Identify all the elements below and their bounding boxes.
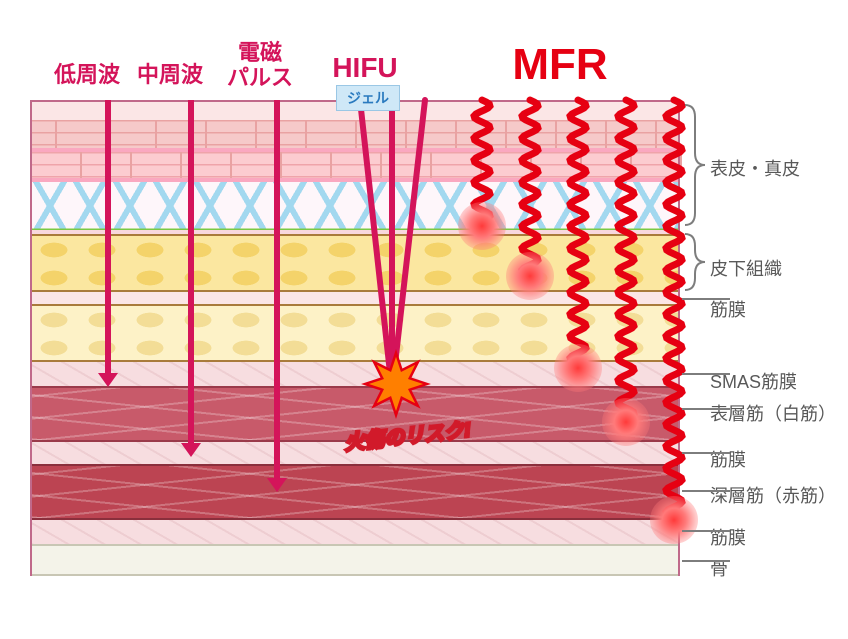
side-line-8 xyxy=(682,560,730,562)
mfr-spiral-3 xyxy=(566,100,590,368)
side-label-7: 筋膜 xyxy=(710,524,746,550)
side-label-8: 骨 xyxy=(710,555,728,581)
side-line-6 xyxy=(682,490,730,492)
side-label-5: 筋膜 xyxy=(710,446,746,472)
header-em2: パルス xyxy=(218,60,302,92)
side-line-3 xyxy=(682,373,730,375)
mfr-spiral-tip-4 xyxy=(602,398,650,446)
header-low: 低周波 xyxy=(52,57,122,89)
header-mfr: MFR xyxy=(485,40,635,90)
mfr-spiral-tip-2 xyxy=(506,252,554,300)
side-label-3: SMAS筋膜 xyxy=(710,368,797,394)
burn-risk-burst xyxy=(365,353,427,415)
side-label-1: 皮下組織 xyxy=(710,255,782,281)
side-label-2: 筋膜 xyxy=(710,296,746,322)
side-line-5 xyxy=(682,452,730,454)
gel-label: ジェル xyxy=(336,85,400,111)
header-mid: 中周波 xyxy=(135,57,205,89)
side-line-2 xyxy=(682,298,730,300)
side-line-7 xyxy=(682,530,730,532)
mfr-spiral-tip-3 xyxy=(554,344,602,392)
side-label-6: 深層筋（赤筋） xyxy=(710,482,836,508)
mfr-spiral-2 xyxy=(518,100,542,276)
header-hifu: HIFU xyxy=(320,52,410,84)
mfr-spiral-tip-5 xyxy=(650,496,698,544)
side-line-4 xyxy=(682,408,730,410)
mfr-spiral-tip-1 xyxy=(458,202,506,250)
side-label-0: 表皮・真皮 xyxy=(710,155,800,181)
mfr-spiral-4 xyxy=(614,100,638,422)
side-label-4: 表層筋（白筋） xyxy=(710,400,836,426)
